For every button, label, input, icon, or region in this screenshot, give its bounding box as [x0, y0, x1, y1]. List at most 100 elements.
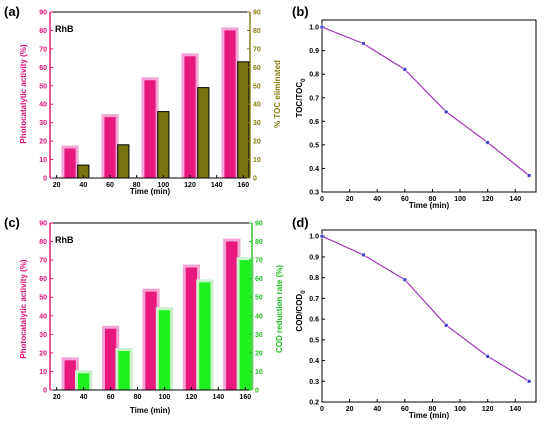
- panel-b-xtick-label: 20: [346, 196, 354, 203]
- panel-d-data-point: [361, 252, 366, 258]
- panel-a-xtick-label: 140: [211, 182, 223, 189]
- panel-c-ytick-left-label: 0: [43, 388, 47, 395]
- panel-a-ytick-right-label: 10: [253, 157, 261, 164]
- panel-c-ytick-left-label: 60: [39, 276, 47, 283]
- panel-a-ytick-left-label: 70: [39, 46, 47, 53]
- panel-d-xtick-label: 20: [346, 406, 354, 413]
- panel-d-ytick-label: 0.9: [309, 254, 319, 261]
- panel-b-series-line: [321, 26, 530, 176]
- panel-d-ytick-label: 0.2: [309, 400, 319, 407]
- panel-b-data-point: [443, 109, 449, 115]
- panel-c-xlabel: Time (min): [130, 406, 171, 415]
- panel-c-xtick-label: 80: [134, 394, 142, 401]
- panel-d-ytick-label: 1.0: [309, 234, 319, 241]
- panel-c-ytick-right-label: 80: [255, 239, 263, 246]
- panel-b-ytick-label: 0.3: [309, 190, 319, 197]
- panel-d-xtick-label: 40: [373, 406, 381, 413]
- panel-a-ytick-left-label: 60: [39, 65, 47, 72]
- panel-a-xtick-label: 20: [53, 182, 61, 189]
- panel-a-label: (a): [4, 4, 20, 19]
- panel-b-data-point: [402, 67, 408, 72]
- panel-d-ytick-label: 0.5: [309, 337, 319, 344]
- panel-b-data-point: [319, 24, 325, 30]
- panel-b-label: (b): [292, 4, 309, 19]
- panel-a-ytick-left-label: 90: [39, 10, 47, 17]
- panel-d-ytick-label: 0.7: [309, 296, 319, 303]
- panel-d-xlabel: Time (min): [409, 411, 450, 420]
- panel-b-ytick-label: 0.4: [309, 166, 319, 173]
- panel-b-ytick-label: 0.6: [309, 119, 319, 126]
- panel-a-xtick-label: 40: [79, 182, 87, 189]
- panel-c-xtick-label: 140: [212, 394, 224, 401]
- panel-d-xtick-label: 60: [401, 406, 409, 413]
- panel-d-ytick-label: 0.4: [309, 358, 319, 365]
- panel-d-label: (d): [292, 215, 309, 230]
- panel-d-xtick-label: 0: [320, 406, 324, 413]
- panel-d-data-point: [485, 354, 490, 359]
- panel-c: (c) RhB Time (min) Photocatalytic activi…: [4, 215, 284, 415]
- panel-c-ytick-left-label: 50: [39, 295, 47, 302]
- panel-a-photo-bar: [144, 80, 156, 178]
- panel-c-ytick-right-label: 40: [255, 313, 263, 320]
- panel-d-ylabel-text: COD/COD: [295, 294, 304, 332]
- panel-a-ytick-left-label: 40: [39, 102, 47, 109]
- panel-b-xtick-label: 80: [429, 196, 437, 203]
- panel-a-ytick-left-label: 80: [39, 28, 47, 35]
- panel-c-xtick-label: 120: [186, 394, 198, 401]
- panel-b-xtick-label: 120: [482, 196, 494, 203]
- panel-c-ytick-right-label: 50: [255, 295, 263, 302]
- panel-d-ytick-label: 0.8: [309, 275, 319, 282]
- panel-b-ytick-label: 1.0: [309, 25, 319, 32]
- panel-a-xtick-label: 100: [157, 182, 169, 189]
- panel-c-photo-bar: [185, 267, 198, 390]
- panel-d-ylabel-subscript: 0: [301, 290, 307, 294]
- panel-c-ytick-left-label: 30: [39, 332, 47, 339]
- panel-d-ytick-label: 0.6: [309, 317, 319, 324]
- panel-a-ytick-right-label: 70: [253, 46, 261, 53]
- panel-c-xtick-label: 100: [159, 394, 171, 401]
- panel-c-right-bar: [118, 351, 130, 390]
- panel-b-data-point: [526, 173, 532, 178]
- panel-b-ytick-label: 0.5: [309, 142, 319, 149]
- panel-c-ytick-left-label: 90: [39, 221, 47, 228]
- panel-c-right-bar: [199, 282, 211, 390]
- panel-a-photo-bar: [64, 148, 76, 178]
- panel-c-inner-label: RhB: [55, 235, 74, 245]
- panel-a-ytick-right-label: 80: [253, 28, 261, 35]
- panel-b-xtick-label: 0: [320, 196, 324, 203]
- panel-c-photo-bar: [226, 241, 238, 390]
- panel-a-ytick-right-label: 40: [253, 102, 261, 109]
- panel-a-ylabel-right: % TOC eliminated: [273, 60, 282, 128]
- panel-a-ytick-left-label: 30: [39, 120, 47, 127]
- panel-a-xlabel: Time (min): [130, 187, 171, 196]
- panel-a-xtick-label: 160: [237, 182, 249, 189]
- panel-a-ytick-right-label: 60: [253, 65, 261, 72]
- panel-c-ytick-right-label: 20: [255, 350, 263, 357]
- panel-b-ytick-label: 0.9: [309, 48, 319, 55]
- panel-c-ytick-left-label: 70: [39, 258, 47, 265]
- panel-b-data-point: [485, 140, 490, 145]
- panel-c-ytick-right-label: 60: [255, 276, 263, 283]
- panel-b-ylabel-text: TOC/TOC: [295, 82, 304, 118]
- panel-b-xtick-label: 60: [401, 196, 409, 203]
- panel-a-ylabel-left: Photocatalytic activity (%): [19, 44, 28, 143]
- panel-b-ylabel: TOC/TOC0: [295, 78, 307, 118]
- panel-c-ylabel-right: COD reduction rate (%): [275, 265, 284, 353]
- panel-d-xtick-label: 80: [429, 406, 437, 413]
- panel-d-xtick-label: 120: [482, 406, 494, 413]
- panel-b-xtick-label: 40: [373, 196, 381, 203]
- panel-c-photo-bar: [145, 291, 157, 390]
- panel-d-data-point: [526, 378, 532, 384]
- panel-a-xtick-label: 80: [133, 182, 141, 189]
- panel-a-ytick-right-label: 20: [253, 139, 261, 146]
- panel-d-xtick-label: 140: [509, 406, 521, 413]
- panel-c-ytick-right-label: 0: [255, 388, 259, 395]
- panel-a-ytick-left-label: 0: [43, 176, 47, 183]
- panel-c-label: (c): [4, 215, 20, 230]
- panel-c-xtick-label: 160: [239, 394, 251, 401]
- panel-c-ytick-left-label: 80: [39, 239, 47, 246]
- panel-c-ytick-right-label: 90: [255, 221, 263, 228]
- panel-a-photo-bar: [104, 117, 116, 178]
- panel-c-photo-bar: [64, 360, 76, 390]
- panel-c-xtick-label: 60: [107, 394, 115, 401]
